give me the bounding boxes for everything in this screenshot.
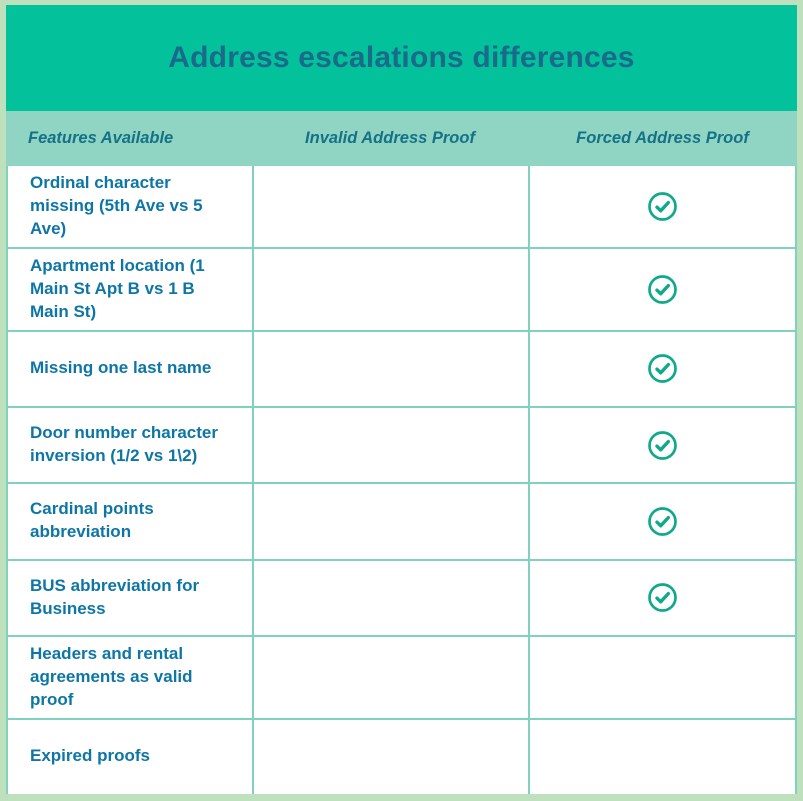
header-band: Address escalations differences xyxy=(6,5,797,111)
feature-cell: Cardinal points abbreviation xyxy=(8,484,252,559)
table-row: Missing one last name xyxy=(8,329,795,406)
column-header-row: Features Available Invalid Address Proof… xyxy=(6,111,797,166)
check-circle-icon xyxy=(648,354,677,384)
forced-address-proof-cell xyxy=(528,636,795,718)
table-row: Expired proofs xyxy=(8,717,795,794)
feature-cell: Missing one last name xyxy=(8,331,252,406)
invalid-address-proof-cell xyxy=(252,484,528,559)
check-circle-icon xyxy=(648,274,677,304)
feature-label: Ordinal character missing (5th Ave vs 5 … xyxy=(30,173,203,238)
invalid-address-proof-cell xyxy=(252,248,528,330)
feature-label: Cardinal points abbreviation xyxy=(30,499,154,542)
feature-cell: Apartment location (1 Main St Apt B vs 1… xyxy=(8,248,252,330)
feature-cell: BUS abbreviation for Business xyxy=(8,560,252,635)
forced-address-proof-cell xyxy=(528,166,795,247)
table-row: Apartment location (1 Main St Apt B vs 1… xyxy=(8,246,795,330)
check-circle-icon xyxy=(648,583,677,613)
table-row: Cardinal points abbreviation xyxy=(8,482,795,559)
forced-address-proof-cell xyxy=(528,719,795,794)
forced-address-proof-cell xyxy=(528,331,795,406)
check-circle-icon xyxy=(648,430,677,460)
column-header-forced-address-proof: Forced Address Proof xyxy=(576,129,749,147)
feature-cell: Expired proofs xyxy=(8,719,252,794)
forced-address-proof-cell xyxy=(528,407,795,483)
feature-label: Missing one last name xyxy=(30,358,212,378)
forced-address-proof-cell xyxy=(528,484,795,559)
feature-label: Apartment location (1 Main St Apt B vs 1… xyxy=(30,255,205,321)
table-row: Headers and rental agreements as valid p… xyxy=(8,634,795,718)
invalid-address-proof-cell xyxy=(252,719,528,794)
feature-label: Headers and rental agreements as valid p… xyxy=(30,643,193,709)
table-row: BUS abbreviation for Business xyxy=(8,558,795,635)
comparison-table: Ordinal character missing (5th Ave vs 5 … xyxy=(6,166,797,794)
feature-label: Door number character inversion (1/2 vs … xyxy=(30,423,218,466)
feature-label: Expired proofs xyxy=(30,746,150,766)
column-header-features-available: Features Available xyxy=(28,129,174,147)
table-row: Ordinal character missing (5th Ave vs 5 … xyxy=(8,166,795,247)
check-circle-icon xyxy=(648,192,677,221)
column-header-invalid-address-proof: Invalid Address Proof xyxy=(305,129,475,147)
invalid-address-proof-cell xyxy=(252,407,528,483)
invalid-address-proof-cell xyxy=(252,331,528,406)
invalid-address-proof-cell xyxy=(252,636,528,718)
invalid-address-proof-cell xyxy=(252,166,528,247)
forced-address-proof-cell xyxy=(528,560,795,635)
page-title: Address escalations differences xyxy=(168,41,635,74)
feature-label: BUS abbreviation for Business xyxy=(30,575,200,618)
feature-cell: Ordinal character missing (5th Ave vs 5 … xyxy=(8,166,252,247)
invalid-address-proof-cell xyxy=(252,560,528,635)
feature-cell: Door number character inversion (1/2 vs … xyxy=(8,407,252,483)
feature-cell: Headers and rental agreements as valid p… xyxy=(8,636,252,718)
forced-address-proof-cell xyxy=(528,248,795,330)
check-circle-icon xyxy=(648,507,677,536)
table-row: Door number character inversion (1/2 vs … xyxy=(8,405,795,483)
